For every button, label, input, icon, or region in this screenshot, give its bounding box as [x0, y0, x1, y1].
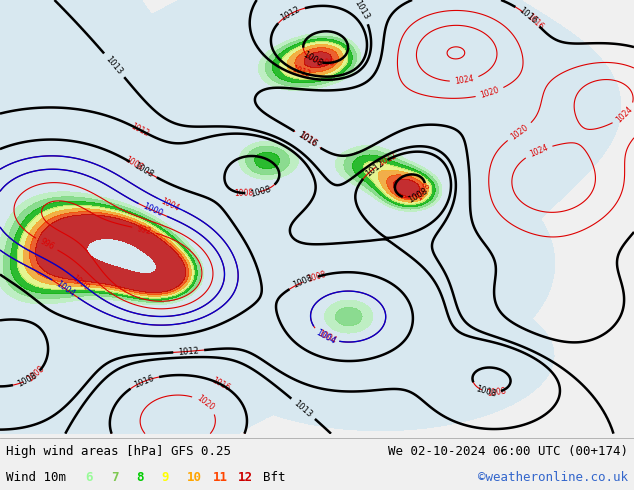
Text: 1016: 1016	[210, 376, 231, 393]
Text: 11: 11	[212, 471, 228, 484]
Text: 1016: 1016	[296, 130, 319, 149]
Text: 1000: 1000	[141, 202, 164, 219]
Text: 1008: 1008	[123, 155, 144, 172]
Text: 8: 8	[136, 471, 144, 484]
Text: 1008: 1008	[292, 273, 314, 290]
Text: 1024: 1024	[614, 105, 634, 124]
Text: 1012: 1012	[129, 122, 150, 138]
Text: 1004: 1004	[314, 327, 337, 345]
Text: 1013: 1013	[352, 0, 370, 22]
Text: 1024: 1024	[454, 74, 475, 86]
Text: 1016: 1016	[517, 6, 539, 26]
Text: 12: 12	[238, 471, 253, 484]
Text: Wind 10m: Wind 10m	[6, 471, 67, 484]
Text: 1008: 1008	[16, 371, 39, 389]
Text: 1008: 1008	[414, 181, 432, 202]
Text: 1020: 1020	[479, 86, 500, 100]
Text: 1008: 1008	[234, 188, 254, 198]
Text: 1012: 1012	[279, 5, 302, 23]
Text: 1016: 1016	[524, 12, 545, 31]
Text: 1016: 1016	[297, 130, 318, 148]
Text: ©weatheronline.co.uk: ©weatheronline.co.uk	[477, 471, 628, 484]
Text: 996: 996	[38, 237, 55, 252]
Text: 1004: 1004	[316, 329, 337, 345]
Text: 1000: 1000	[70, 273, 91, 293]
Text: 1012: 1012	[178, 346, 200, 357]
Text: 1024: 1024	[528, 143, 549, 159]
Text: 1004: 1004	[160, 196, 181, 213]
Text: 1008: 1008	[474, 384, 497, 398]
Text: 1016: 1016	[133, 373, 156, 390]
Text: 1008: 1008	[314, 58, 334, 68]
Text: 1004: 1004	[54, 279, 76, 298]
Text: High wind areas [hPa] GFS 0.25: High wind areas [hPa] GFS 0.25	[6, 445, 231, 458]
Text: 1012: 1012	[363, 158, 385, 178]
Text: 1013: 1013	[292, 398, 314, 419]
Text: 1008: 1008	[306, 270, 327, 284]
Text: 1008: 1008	[249, 184, 272, 198]
Text: 7: 7	[111, 471, 119, 484]
Text: 1008: 1008	[486, 386, 507, 398]
Text: 1012: 1012	[290, 65, 312, 80]
Text: 1020: 1020	[509, 122, 530, 141]
Text: Bft: Bft	[263, 471, 285, 484]
Text: 1008: 1008	[301, 50, 324, 69]
Text: 1008: 1008	[406, 187, 429, 205]
Text: 1013: 1013	[104, 54, 124, 76]
Text: 992: 992	[136, 224, 152, 236]
Text: 1008: 1008	[132, 160, 155, 179]
Text: 1008: 1008	[26, 365, 46, 384]
Text: 10: 10	[187, 471, 202, 484]
Text: 1020: 1020	[195, 394, 216, 413]
Text: 9: 9	[162, 471, 169, 484]
Text: We 02-10-2024 06:00 UTC (00+174): We 02-10-2024 06:00 UTC (00+174)	[387, 445, 628, 458]
Text: 6: 6	[86, 471, 93, 484]
Text: 1012: 1012	[377, 151, 399, 168]
